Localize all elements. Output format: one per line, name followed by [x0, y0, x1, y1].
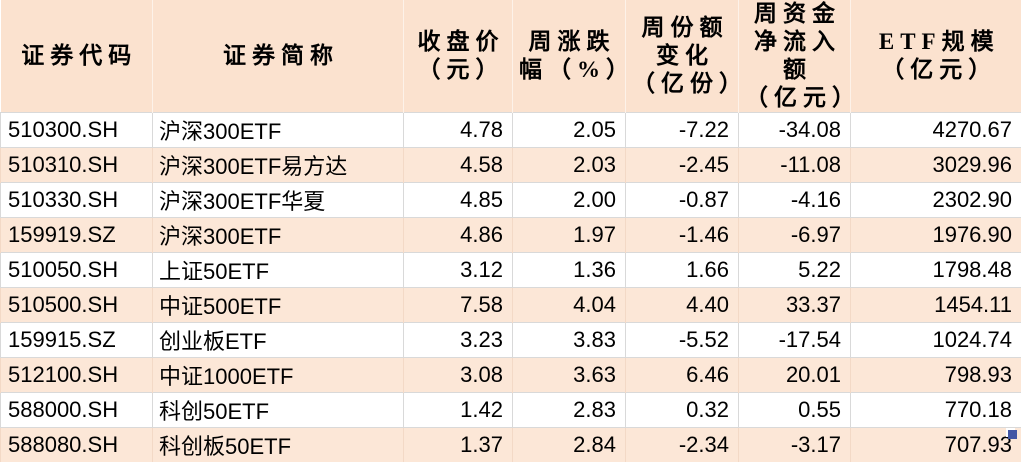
cell-close-price[interactable]: 1.42	[404, 393, 513, 428]
table-row: 588000.SH 科创50ETF 1.42 2.83 0.32 0.55 77…	[1, 393, 1021, 428]
selection-fill-handle[interactable]	[1008, 430, 1017, 439]
cell-net-inflow[interactable]: -11.08	[739, 148, 851, 183]
cell-close-price[interactable]: 4.78	[404, 113, 513, 148]
cell-net-inflow[interactable]: -17.54	[739, 323, 851, 358]
cell-close-price[interactable]: 3.23	[404, 323, 513, 358]
cell-etf-scale[interactable]: 1454.11	[851, 288, 1021, 323]
cell-name[interactable]: 沪深300ETF	[153, 113, 404, 148]
cell-weekly-change[interactable]: 1.97	[513, 218, 626, 253]
cell-code[interactable]: 510050.SH	[1, 253, 153, 288]
cell-code[interactable]: 510330.SH	[1, 183, 153, 218]
cell-name[interactable]: 沪深300ETF	[153, 218, 404, 253]
cell-weekly-change[interactable]: 2.84	[513, 428, 626, 462]
cell-share-change[interactable]: 4.40	[626, 288, 739, 323]
cell-name[interactable]: 沪深300ETF华夏	[153, 183, 404, 218]
cell-etf-scale[interactable]: 4270.67	[851, 113, 1021, 148]
header-row: 证券代码 证券简称 收盘价 （元） 周涨跌 幅（%） 周份额 变化 （亿份） 周…	[1, 0, 1021, 113]
cell-code[interactable]: 510310.SH	[1, 148, 153, 183]
cell-share-change[interactable]: -0.87	[626, 183, 739, 218]
cell-net-inflow[interactable]: -4.16	[739, 183, 851, 218]
cell-share-change[interactable]: 1.66	[626, 253, 739, 288]
table-row: 159915.SZ 创业板ETF 3.23 3.83 -5.52 -17.54 …	[1, 323, 1021, 358]
cell-etf-scale[interactable]: 2302.90	[851, 183, 1021, 218]
table-row: 510050.SH 上证50ETF 3.12 1.36 1.66 5.22 17…	[1, 253, 1021, 288]
cell-net-inflow[interactable]: 33.37	[739, 288, 851, 323]
cell-etf-scale[interactable]: 1024.74	[851, 323, 1021, 358]
cell-code[interactable]: 159915.SZ	[1, 323, 153, 358]
cell-weekly-change[interactable]: 2.00	[513, 183, 626, 218]
cell-net-inflow[interactable]: 0.55	[739, 393, 851, 428]
cell-close-price[interactable]: 7.58	[404, 288, 513, 323]
cell-name[interactable]: 中证500ETF	[153, 288, 404, 323]
table-row: 159919.SZ 沪深300ETF 4.86 1.97 -1.46 -6.97…	[1, 218, 1021, 253]
table-row: 588080.SH 科创板50ETF 1.37 2.84 -2.34 -3.17…	[1, 428, 1021, 462]
table-row: 510310.SH 沪深300ETF易方达 4.58 2.03 -2.45 -1…	[1, 148, 1021, 183]
column-header-share-change[interactable]: 周份额 变化 （亿份）	[626, 0, 739, 113]
cell-name[interactable]: 上证50ETF	[153, 253, 404, 288]
cell-share-change[interactable]: 0.32	[626, 393, 739, 428]
cell-share-change[interactable]: -5.52	[626, 323, 739, 358]
cell-name[interactable]: 科创50ETF	[153, 393, 404, 428]
cell-close-price[interactable]: 4.58	[404, 148, 513, 183]
cell-etf-scale[interactable]: 798.93	[851, 358, 1021, 393]
cell-close-price[interactable]: 3.08	[404, 358, 513, 393]
cell-code[interactable]: 510500.SH	[1, 288, 153, 323]
cell-close-price[interactable]: 1.37	[404, 428, 513, 462]
cell-share-change[interactable]: 6.46	[626, 358, 739, 393]
table-row: 510300.SH 沪深300ETF 4.78 2.05 -7.22 -34.0…	[1, 113, 1021, 148]
cell-weekly-change[interactable]: 4.04	[513, 288, 626, 323]
cell-weekly-change[interactable]: 3.83	[513, 323, 626, 358]
cell-name[interactable]: 科创板50ETF	[153, 428, 404, 462]
column-header-close-price[interactable]: 收盘价 （元）	[404, 0, 513, 113]
table-row: 512100.SH 中证1000ETF 3.08 3.63 6.46 20.01…	[1, 358, 1021, 393]
table-row: 510500.SH 中证500ETF 7.58 4.04 4.40 33.37 …	[1, 288, 1021, 323]
cell-close-price[interactable]: 3.12	[404, 253, 513, 288]
cell-close-price[interactable]: 4.85	[404, 183, 513, 218]
cell-share-change[interactable]: -2.45	[626, 148, 739, 183]
cell-etf-scale[interactable]: 707.93	[851, 428, 1021, 462]
cell-code[interactable]: 159919.SZ	[1, 218, 153, 253]
column-header-etf-scale[interactable]: ETF规模 （亿元）	[851, 0, 1021, 113]
cell-share-change[interactable]: -1.46	[626, 218, 739, 253]
cell-etf-scale[interactable]: 1798.48	[851, 253, 1021, 288]
column-header-code[interactable]: 证券代码	[1, 0, 153, 113]
cell-share-change[interactable]: -7.22	[626, 113, 739, 148]
cell-net-inflow[interactable]: -3.17	[739, 428, 851, 462]
table-row: 510330.SH 沪深300ETF华夏 4.85 2.00 -0.87 -4.…	[1, 183, 1021, 218]
cell-net-inflow[interactable]: 20.01	[739, 358, 851, 393]
cell-weekly-change[interactable]: 2.83	[513, 393, 626, 428]
column-header-weekly-change[interactable]: 周涨跌 幅（%）	[513, 0, 626, 113]
cell-etf-scale[interactable]: 1976.90	[851, 218, 1021, 253]
cell-close-price[interactable]: 4.86	[404, 218, 513, 253]
cell-code[interactable]: 510300.SH	[1, 113, 153, 148]
cell-share-change[interactable]: -2.34	[626, 428, 739, 462]
cell-code[interactable]: 588000.SH	[1, 393, 153, 428]
cell-code[interactable]: 588080.SH	[1, 428, 153, 462]
cell-net-inflow[interactable]: 5.22	[739, 253, 851, 288]
cell-etf-scale[interactable]: 3029.96	[851, 148, 1021, 183]
cell-name[interactable]: 创业板ETF	[153, 323, 404, 358]
cell-net-inflow[interactable]: -34.08	[739, 113, 851, 148]
column-header-name[interactable]: 证券简称	[153, 0, 404, 113]
cell-code[interactable]: 512100.SH	[1, 358, 153, 393]
cell-name[interactable]: 中证1000ETF	[153, 358, 404, 393]
cell-name[interactable]: 沪深300ETF易方达	[153, 148, 404, 183]
cell-weekly-change[interactable]: 2.03	[513, 148, 626, 183]
cell-etf-scale[interactable]: 770.18	[851, 393, 1021, 428]
cell-weekly-change[interactable]: 3.63	[513, 358, 626, 393]
cell-weekly-change[interactable]: 1.36	[513, 253, 626, 288]
column-header-net-inflow[interactable]: 周资金 净流入额 （亿元）	[739, 0, 851, 113]
cell-weekly-change[interactable]: 2.05	[513, 113, 626, 148]
cell-net-inflow[interactable]: -6.97	[739, 218, 851, 253]
